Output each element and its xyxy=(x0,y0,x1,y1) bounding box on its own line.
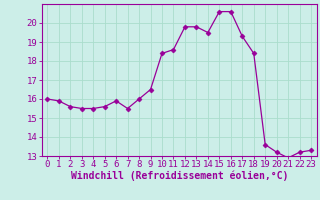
X-axis label: Windchill (Refroidissement éolien,°C): Windchill (Refroidissement éolien,°C) xyxy=(70,171,288,181)
